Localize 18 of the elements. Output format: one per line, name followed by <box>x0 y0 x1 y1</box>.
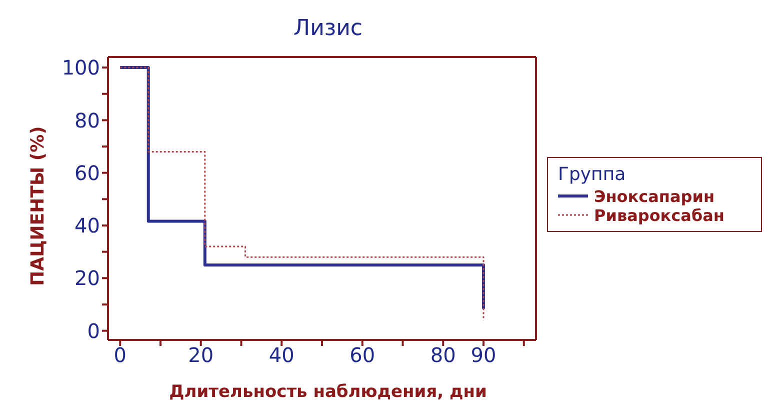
legend-label: Ривароксабан <box>594 206 724 224</box>
x-tick-label: 90 <box>470 343 496 368</box>
y-tick-label: 60 <box>74 160 100 185</box>
y-tick-label: 20 <box>74 266 100 290</box>
legend-title: Группа <box>558 164 627 184</box>
y-tick-label: 80 <box>74 108 100 132</box>
y-axis-title: ПАЦИЕНТЫ (%) <box>28 126 48 286</box>
x-tick-label: 20 <box>188 343 214 368</box>
x-tick-label: 0 <box>114 343 126 368</box>
x-axis-title: Длительность наблюдения, дни <box>168 382 488 402</box>
x-tick-label: 80 <box>430 343 456 368</box>
y-tick-label: 0 <box>87 318 100 343</box>
y-tick-label: 100 <box>62 56 100 80</box>
x-tick-label: 60 <box>350 343 376 368</box>
legend-label: Эноксапарин <box>594 186 714 206</box>
x-tick-label: 40 <box>268 343 294 368</box>
y-tick-label: 40 <box>74 214 100 238</box>
chart-title: Лизис <box>292 16 364 41</box>
